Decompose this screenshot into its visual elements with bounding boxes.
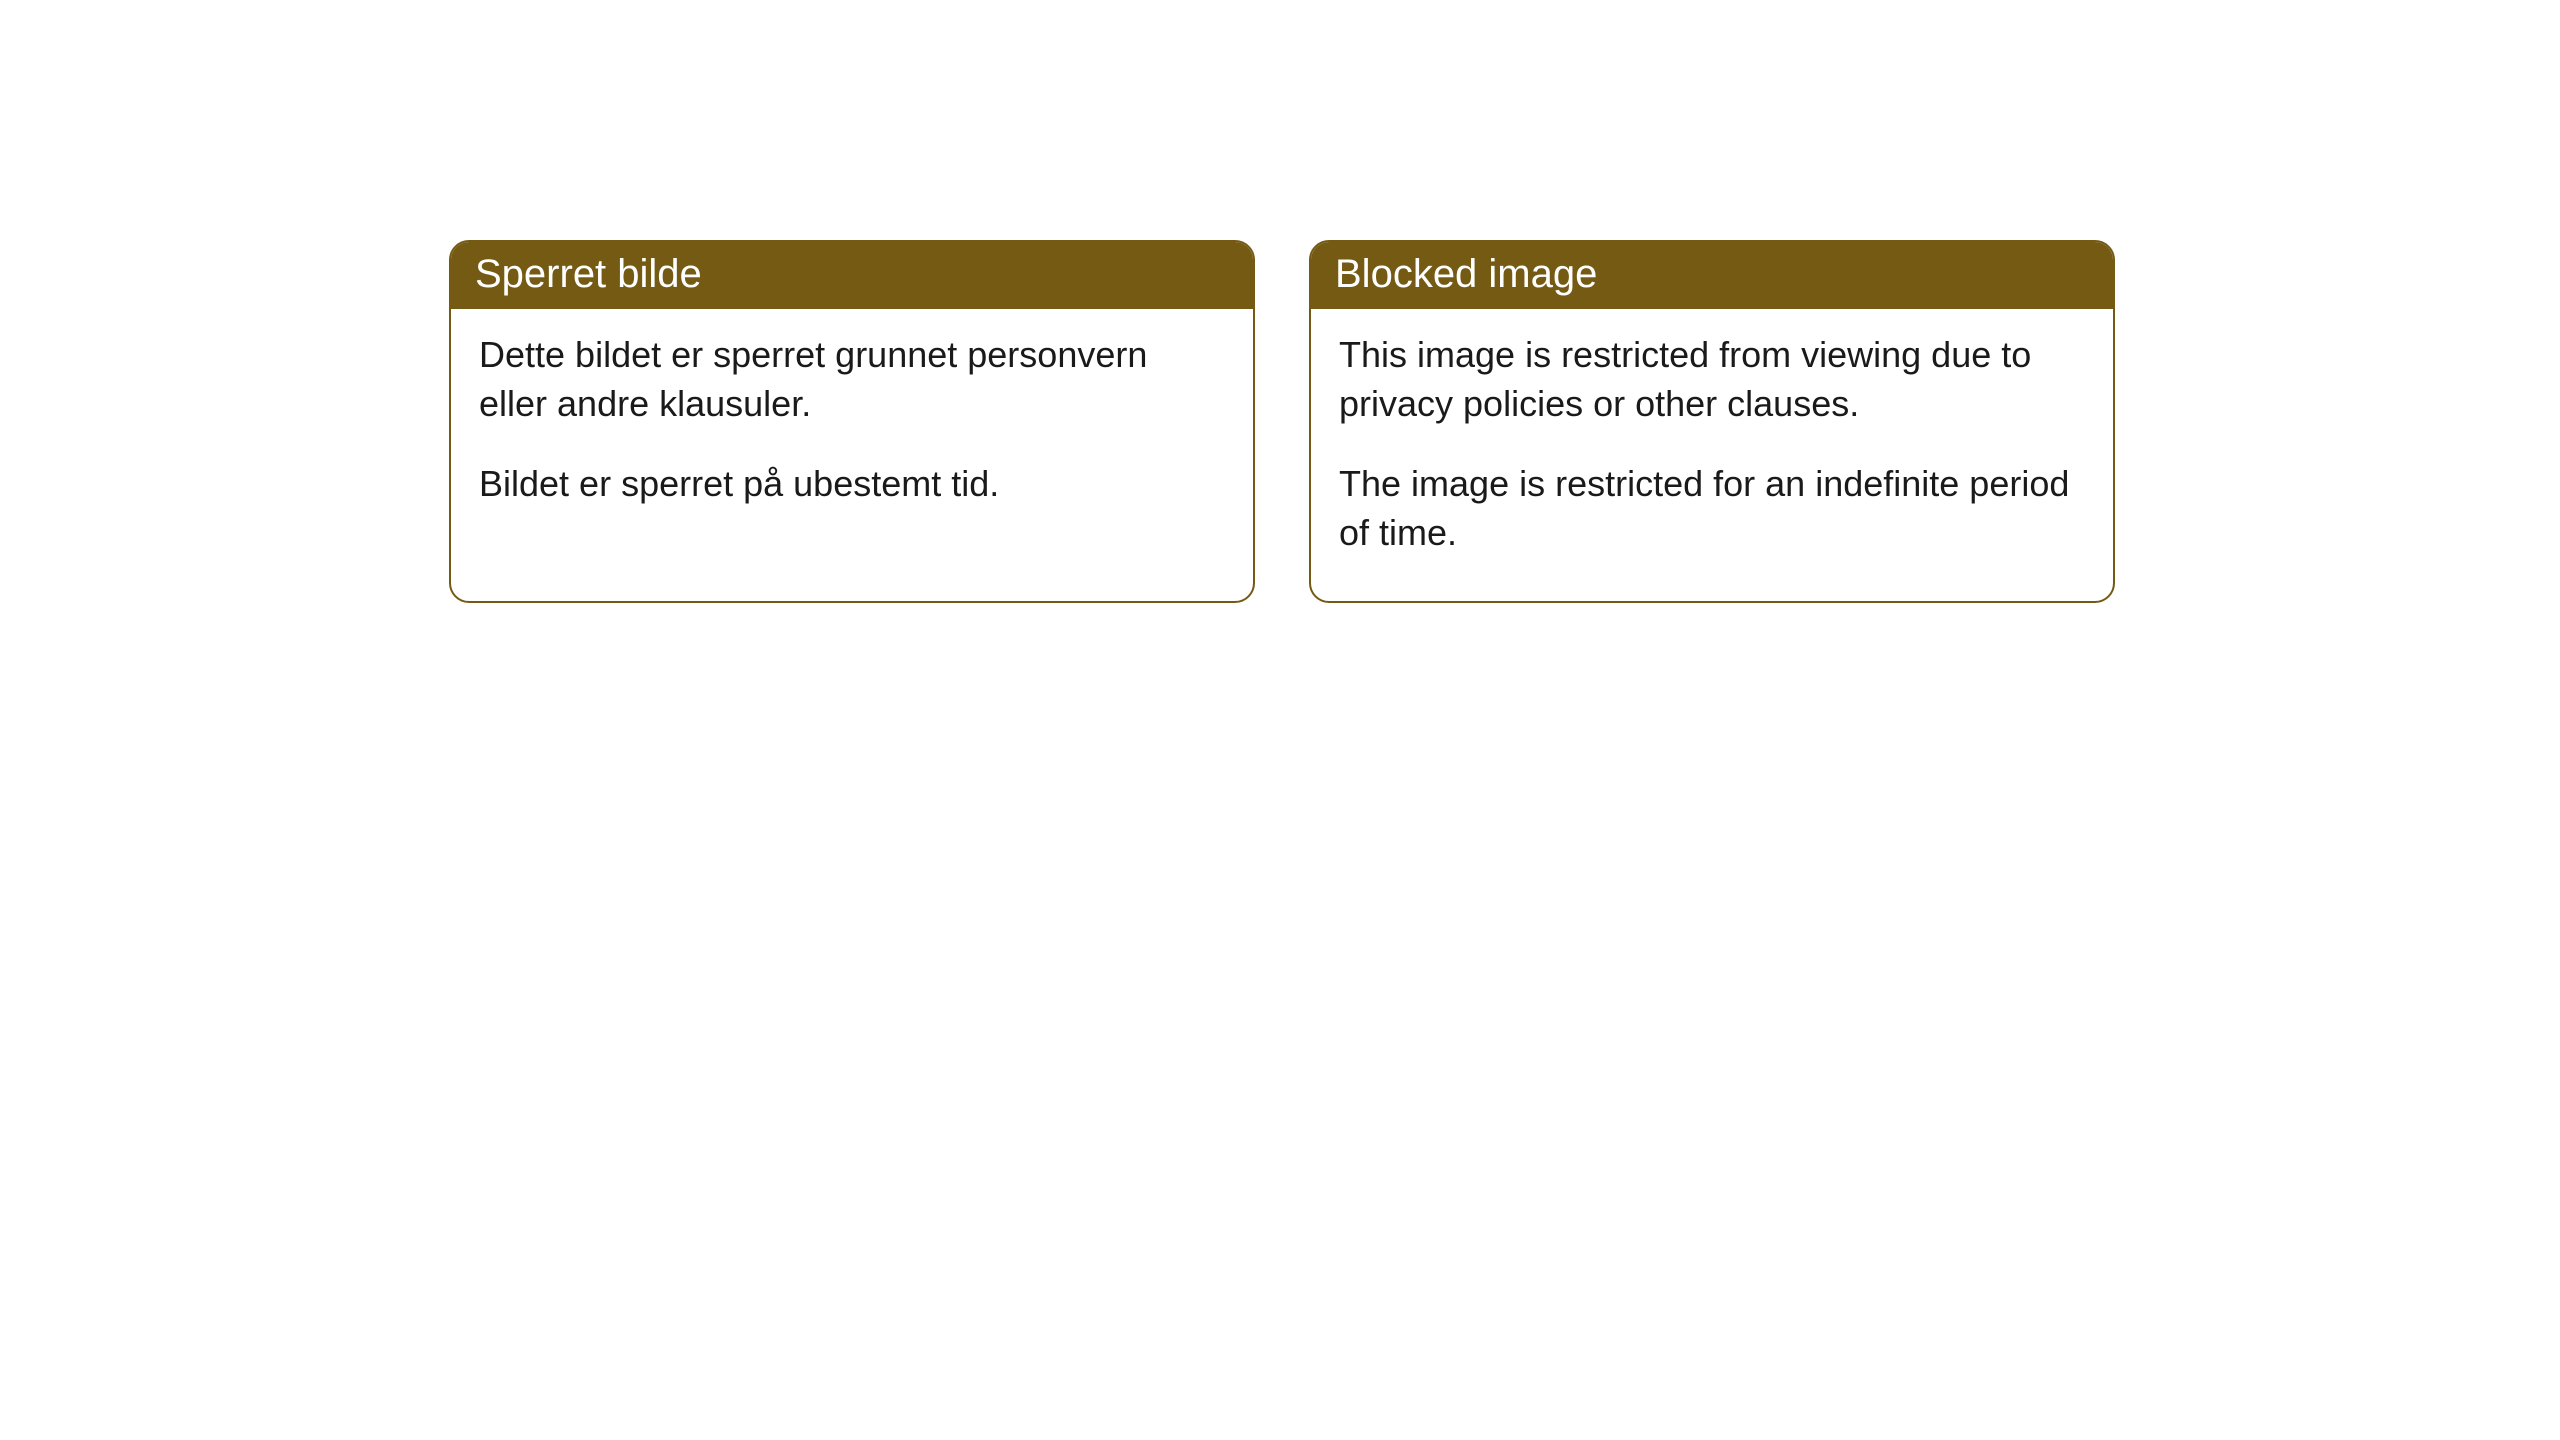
notice-card-norwegian: Sperret bilde Dette bildet er sperret gr… (449, 240, 1255, 603)
notice-text-2: Bildet er sperret på ubestemt tid. (479, 460, 1225, 509)
card-body: This image is restricted from viewing du… (1311, 309, 2113, 601)
notice-text-1: Dette bildet er sperret grunnet personve… (479, 331, 1225, 428)
notice-text-2: The image is restricted for an indefinit… (1339, 460, 2085, 557)
card-header: Blocked image (1311, 242, 2113, 309)
notice-container: Sperret bilde Dette bildet er sperret gr… (449, 240, 2115, 603)
notice-card-english: Blocked image This image is restricted f… (1309, 240, 2115, 603)
notice-text-1: This image is restricted from viewing du… (1339, 331, 2085, 428)
card-body: Dette bildet er sperret grunnet personve… (451, 309, 1253, 553)
card-header: Sperret bilde (451, 242, 1253, 309)
